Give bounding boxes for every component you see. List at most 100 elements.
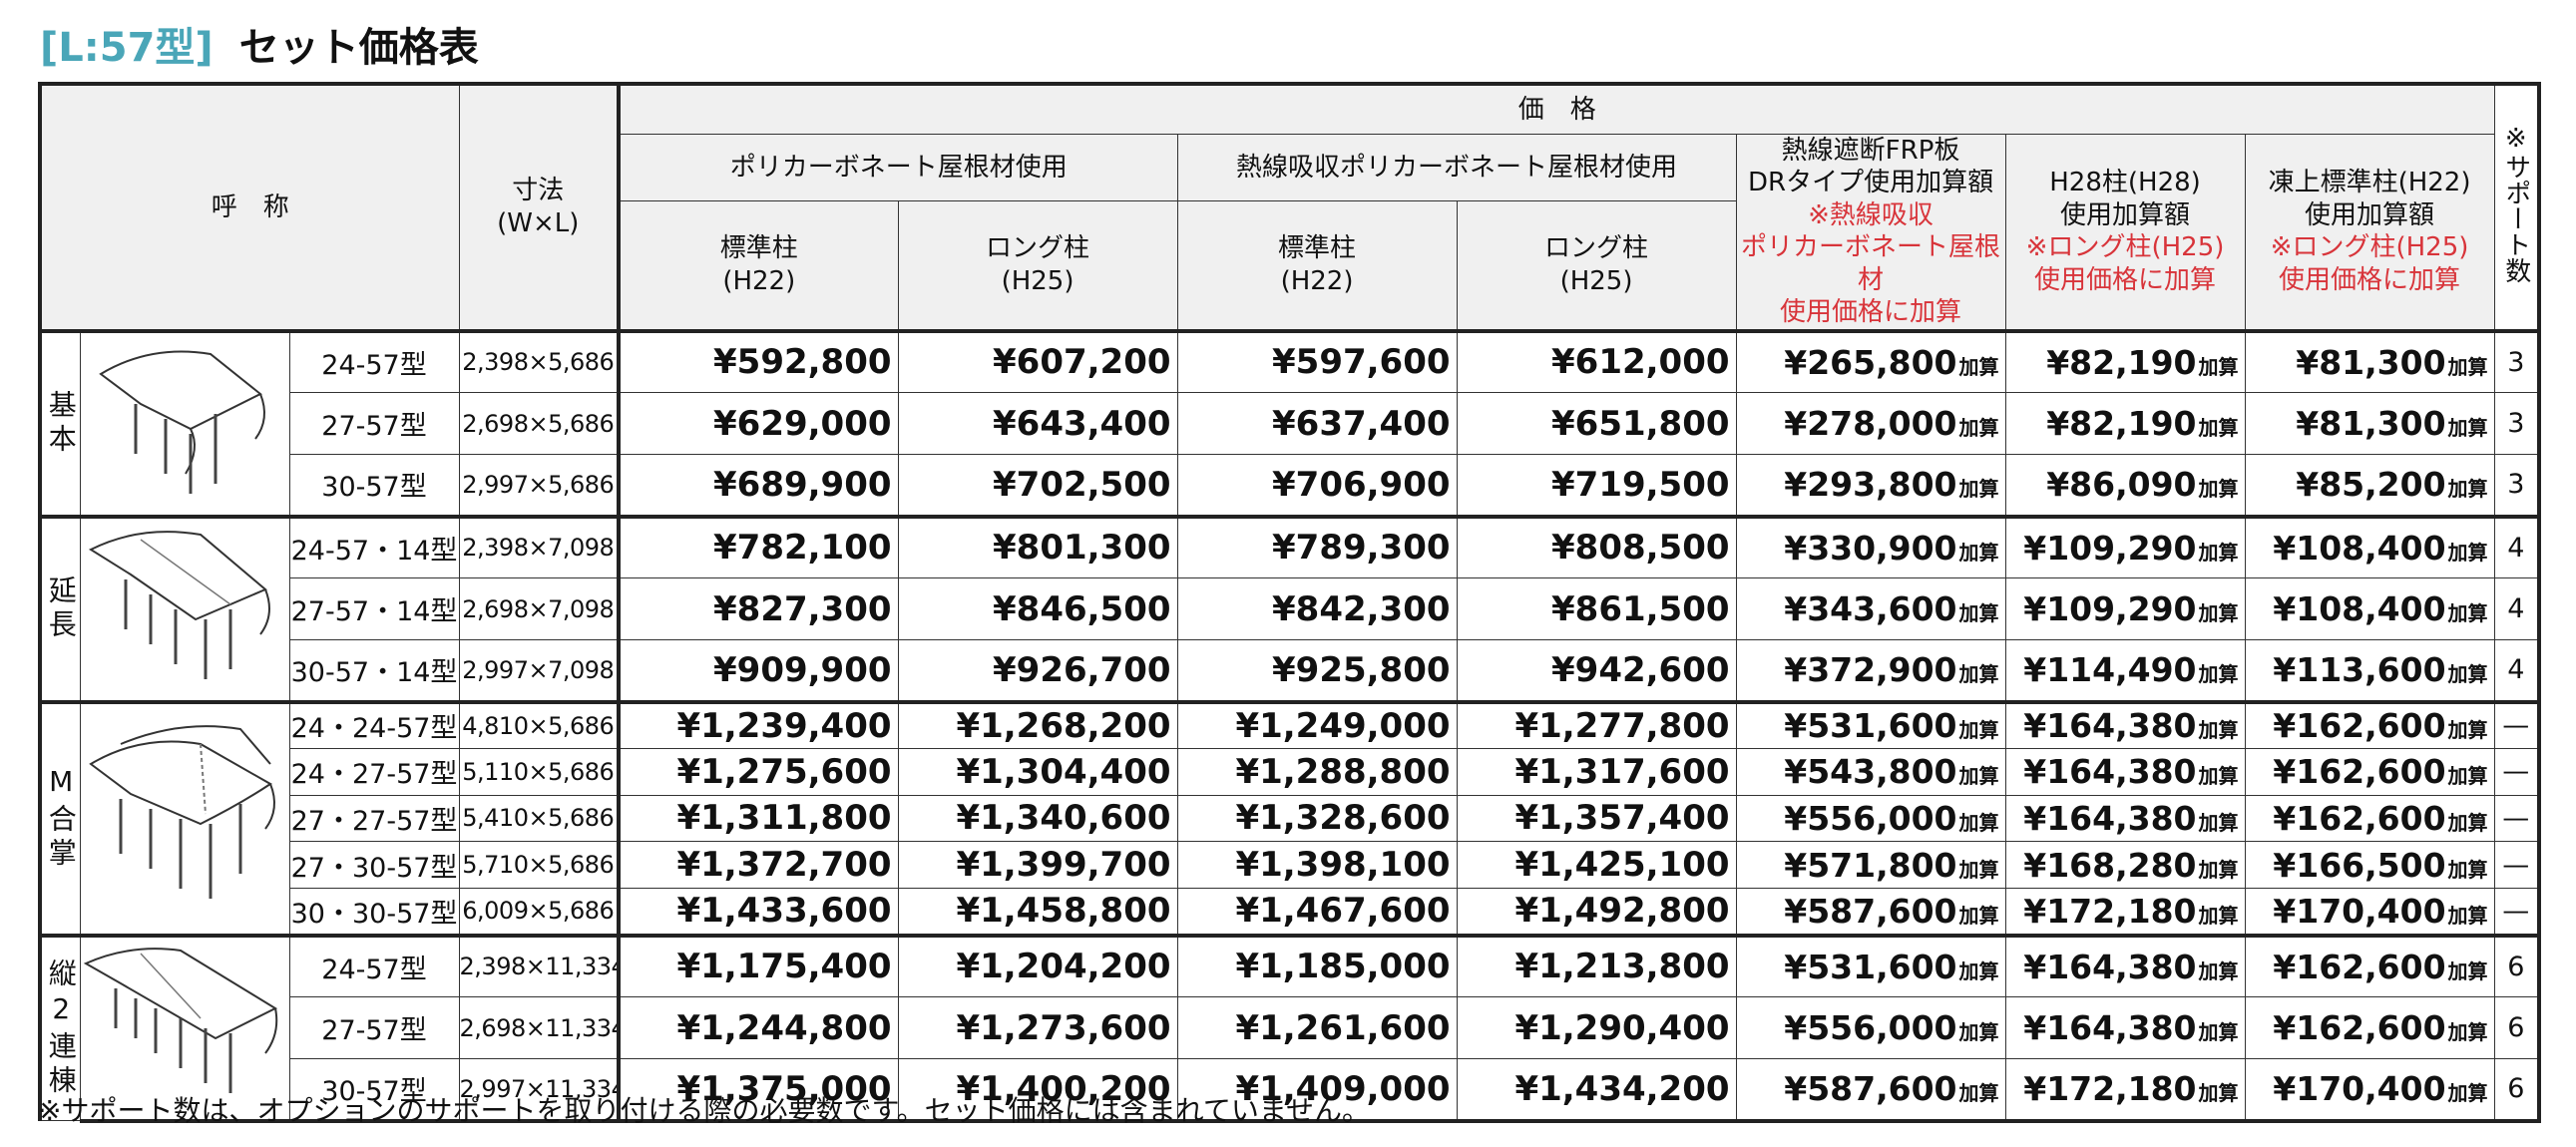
header-long-post: ロング柱 (H25) [1456, 200, 1737, 333]
price-heat-standard: ¥1,261,600 [1176, 996, 1458, 1059]
add-frost: ¥81,300 加算 [2244, 392, 2495, 455]
add-h28: ¥109,290 加算 [2004, 514, 2246, 578]
table-row: 30-57・14型 2,997×7,098 ¥909,900 ¥926,700 ¥925… [40, 639, 2542, 702]
model-name: 30・30-57型 [288, 888, 460, 936]
dimension: 2,698×11,334 [458, 996, 620, 1059]
price-heat-long: ¥612,000 [1456, 328, 1737, 393]
price-poly-long: ¥1,458,800 [897, 888, 1178, 936]
add-frost: ¥170,400 加算 [2244, 888, 2495, 936]
table-row: 30・30-57型 6,009×5,686 ¥1,433,600 ¥1,458,800… [40, 888, 2542, 936]
price-poly-standard: ¥1,372,700 [617, 841, 899, 890]
dimension: 2,997×7,098 [458, 639, 620, 702]
price-heat-long: ¥719,500 [1456, 454, 1737, 517]
support-count: — [2493, 747, 2542, 796]
add-h28: ¥168,280 加算 [2004, 841, 2246, 890]
dimension: 4,810×5,686 [458, 699, 620, 749]
add-h28: ¥114,490 加算 [2004, 639, 2246, 702]
dimension: 2,398×7,098 [458, 514, 620, 578]
price-poly-standard: ¥1,433,600 [617, 888, 899, 936]
support-count: 4 [2493, 577, 2542, 640]
price-poly-long: ¥1,304,400 [897, 747, 1178, 796]
title-text: セット価格表 [238, 25, 479, 71]
price-heat-long: ¥1,290,400 [1456, 996, 1737, 1059]
support-count: — [2493, 794, 2542, 843]
dimension: 2,398×5,686 [458, 328, 620, 393]
dimension: 6,009×5,686 [458, 888, 620, 936]
add-frp: ¥531,600 加算 [1735, 699, 2006, 749]
add-frp: ¥571,800 加算 [1735, 841, 2006, 890]
dimension: 2,997×11,334 [458, 1058, 620, 1123]
page-title: [L:57型] セット価格表 [40, 14, 479, 74]
dimension: 2,698×7,098 [458, 577, 620, 640]
add-frost: ¥162,600 加算 [2244, 794, 2495, 843]
add-h28: ¥86,090 加算 [2004, 454, 2246, 517]
table-row: 27・27-57型 5,410×5,686 ¥1,311,800 ¥1,340,600… [40, 794, 2542, 843]
header-name: 呼 称 [37, 82, 460, 331]
price-heat-long: ¥1,434,200 [1456, 1058, 1737, 1123]
price-heat-standard: ¥842,300 [1176, 577, 1458, 640]
add-frost: ¥162,600 加算 [2244, 699, 2495, 749]
group-label: M合掌 [38, 699, 81, 936]
table-row: 延長 24-57・14型 2,398×7,098 ¥782,100 ¥801,300 ¥7… [38, 514, 2542, 704]
header-support: ※サポート数 [2493, 82, 2542, 331]
table-row: 基本 24-57型 2,398×5,686 ¥592,800 ¥607,200 ¥597,… [38, 328, 2542, 519]
add-h28: ¥164,380 加算 [2004, 747, 2246, 796]
footnote: ※サポート数は、オプションのサポートを取り付ける際の必要数です。セット価格には含… [38, 1094, 1370, 1127]
price-heat-standard: ¥1,288,800 [1176, 747, 1458, 796]
price-poly-standard: ¥1,175,400 [617, 933, 899, 997]
model-name: 27・30-57型 [288, 841, 460, 890]
price-poly-long: ¥846,500 [897, 577, 1178, 640]
add-frp: ¥531,600 加算 [1735, 933, 2006, 997]
price-poly-long: ¥1,273,600 [897, 996, 1178, 1059]
support-count: 3 [2493, 328, 2542, 393]
price-poly-standard: ¥689,900 [617, 454, 899, 517]
add-frost: ¥166,500 加算 [2244, 841, 2495, 890]
header-frp: 熱線遮断FRP板 DRタイプ使用加算額 ※熱線吸収 ポリカーボネート屋根材 使用価格に… [1735, 133, 2006, 331]
dimension: 2,997×5,686 [458, 454, 620, 517]
price-heat-standard: ¥1,249,000 [1176, 699, 1458, 749]
header-dimension: 寸法 (W×L) [458, 82, 620, 331]
add-frp: ¥372,900 加算 [1735, 639, 2006, 702]
add-h28: ¥82,190 加算 [2004, 392, 2246, 455]
price-poly-long: ¥702,500 [897, 454, 1178, 517]
group-label: 基本 [38, 328, 81, 517]
table-row: M合掌 24・24-57型 4,810×5,686 ¥1,239,400 ¥1,268,… [38, 699, 2542, 938]
add-frost: ¥170,400 加算 [2244, 1058, 2495, 1123]
price-heat-standard: ¥706,900 [1176, 454, 1458, 517]
price-poly-long: ¥926,700 [897, 639, 1178, 702]
dimension: 5,410×5,686 [458, 794, 620, 843]
price-poly-standard: ¥1,239,400 [617, 699, 899, 749]
support-count: 6 [2493, 1058, 2542, 1123]
add-frp: ¥278,000 加算 [1735, 392, 2006, 455]
header-frost: 凍上標準柱(H22) 使用加算額 ※ロング柱(H25) 使用価格に加算 [2244, 133, 2495, 331]
price-poly-long: ¥1,399,700 [897, 841, 1178, 890]
add-h28: ¥164,380 加算 [2004, 933, 2246, 997]
support-count: 6 [2493, 933, 2542, 997]
table-row: 縦2連棟 24-57型 2,398×11,334 ¥1,175,400 ¥1,204,2… [38, 933, 2542, 1123]
price-heat-standard: ¥1,185,000 [1176, 933, 1458, 997]
price-poly-long: ¥801,300 [897, 514, 1178, 578]
price-poly-long: ¥607,200 [897, 328, 1178, 393]
add-frost: ¥85,200 加算 [2244, 454, 2495, 517]
price-heat-long: ¥942,600 [1456, 639, 1737, 702]
model-tag: [L:57型] [40, 25, 214, 71]
carport-illustration [79, 699, 290, 938]
add-frp: ¥587,600 加算 [1735, 1058, 2006, 1123]
price-heat-standard: ¥597,600 [1176, 328, 1458, 393]
header-price: 価 格 [617, 82, 2495, 135]
price-heat-long: ¥1,277,800 [1456, 699, 1737, 749]
model-name: 24・27-57型 [288, 747, 460, 796]
support-count: 4 [2493, 639, 2542, 702]
add-h28: ¥172,180 加算 [2004, 888, 2246, 936]
add-h28: ¥164,380 加算 [2004, 699, 2246, 749]
dimension: 2,398×11,334 [458, 933, 620, 997]
support-count: — [2493, 699, 2542, 749]
price-poly-long: ¥1,400,200 [897, 1058, 1178, 1123]
price-table: 呼 称 寸法 (W×L) 価 格 ※サポート数 ポリカーボネート屋根材使用 熱線吸… [37, 82, 2542, 1123]
add-frp: ¥556,000 加算 [1735, 996, 2006, 1059]
price-poly-standard: ¥592,800 [617, 328, 899, 393]
add-frp: ¥587,600 加算 [1735, 888, 2006, 936]
add-h28: ¥109,290 加算 [2004, 577, 2246, 640]
add-frost: ¥162,600 加算 [2244, 933, 2495, 997]
carport-illustration [79, 514, 290, 704]
